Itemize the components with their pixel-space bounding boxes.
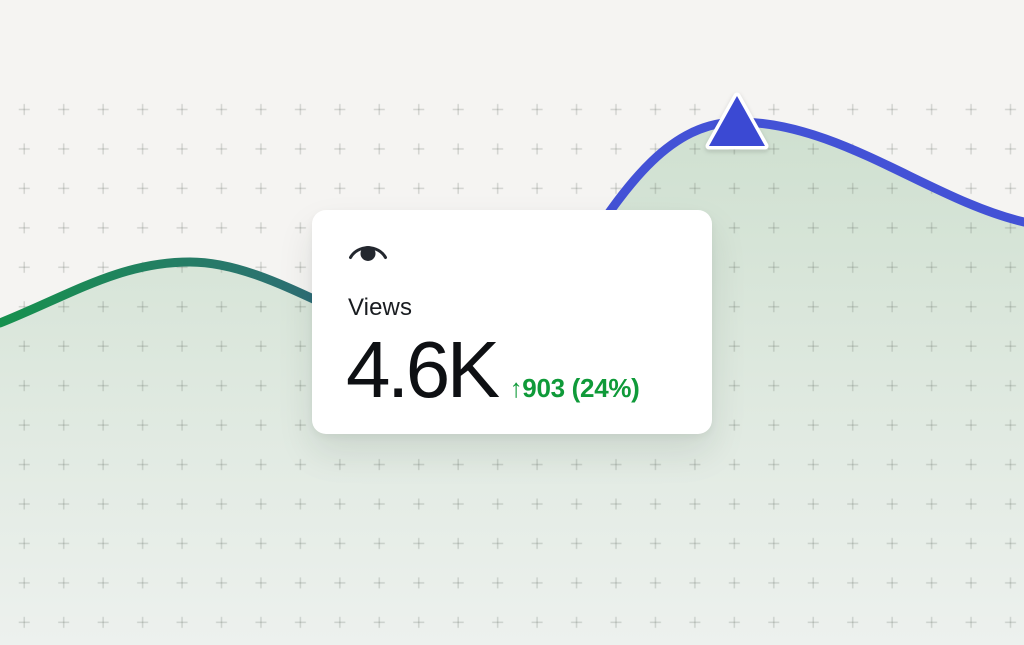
metric-delta: ↑903 (24%) <box>509 373 640 403</box>
metric-value-row: 4.6K ↑903 (24%) <box>346 330 640 410</box>
metric-label: Views <box>348 294 413 321</box>
eye-icon <box>348 240 388 264</box>
metric-value: 4.6K <box>346 325 500 414</box>
peak-marker-triangle[interactable] <box>705 92 769 150</box>
views-stat-card[interactable]: Views 4.6K ↑903 (24%) <box>312 210 712 434</box>
